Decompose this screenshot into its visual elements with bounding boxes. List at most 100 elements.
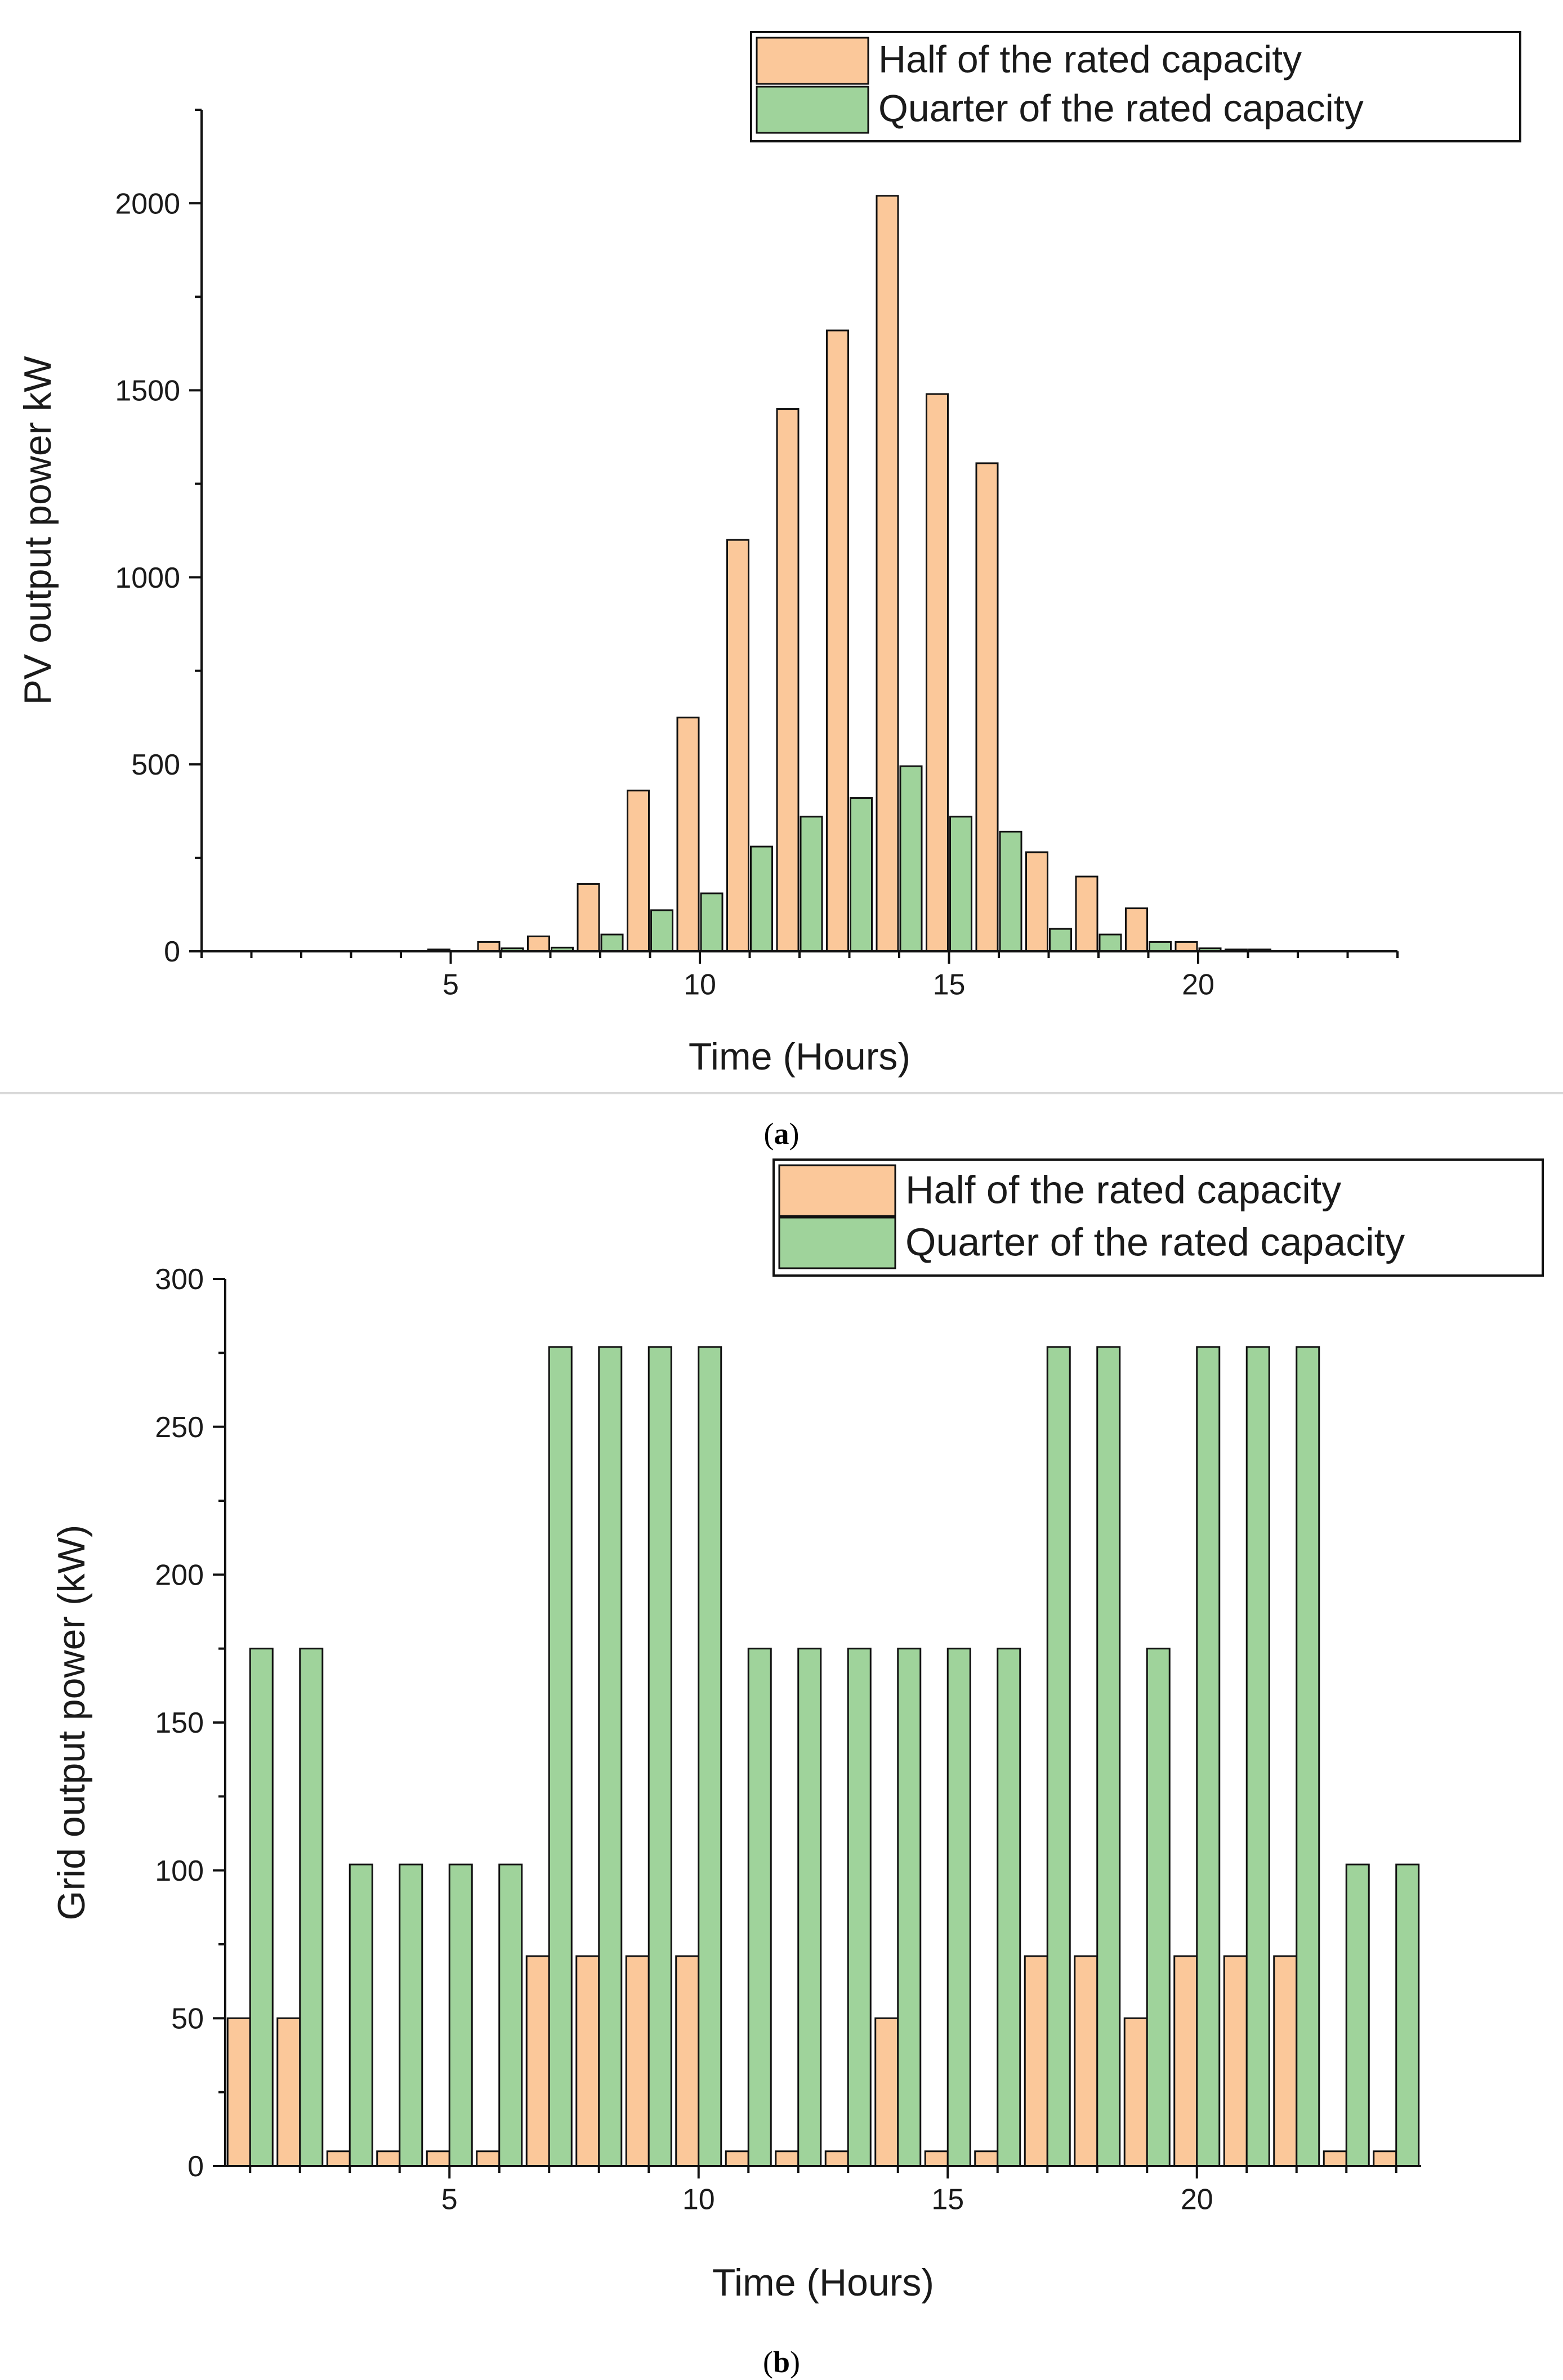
chart-grid-output: 0 50 100 150 200 250 300 5 10 15 20 Time (Hours) Gri… <box>50 1158 1544 2304</box>
caption-b-letter: b <box>773 2345 790 2379</box>
bar <box>448 1863 473 2167</box>
bar <box>850 797 873 952</box>
legend-swatch <box>756 37 869 85</box>
y-tick-label: 100 <box>155 1855 204 1887</box>
bar <box>974 2150 999 2167</box>
bar <box>797 1648 822 2167</box>
y-tick-label: 150 <box>155 1707 204 1739</box>
bar <box>726 539 749 952</box>
bar <box>698 1346 722 2167</box>
bar <box>824 2150 849 2167</box>
bar <box>326 2150 351 2167</box>
bar <box>1173 1955 1198 2167</box>
legend-label: Half of the rated capacity <box>878 38 1302 81</box>
bar <box>226 2017 251 2167</box>
bar <box>999 830 1022 952</box>
bar <box>997 1648 1021 2167</box>
legend-box <box>750 31 1521 142</box>
bar <box>775 2150 800 2167</box>
bar <box>1123 2017 1148 2167</box>
legend-swatch <box>756 86 869 134</box>
bar <box>1146 1648 1171 2167</box>
bar <box>874 2017 899 2167</box>
bar <box>675 1955 700 2167</box>
bar <box>1096 1346 1121 2167</box>
bar <box>600 933 624 952</box>
bar <box>800 816 823 952</box>
bar <box>477 941 501 952</box>
x-tick-label: 15 <box>931 2184 964 2216</box>
bar <box>627 789 650 952</box>
y-tick-label: 0 <box>164 936 180 968</box>
y-axis-label: Grid output power (kW) <box>50 1525 93 1921</box>
y-tick-label: 500 <box>131 749 180 781</box>
bar <box>826 329 849 952</box>
bar <box>700 892 724 952</box>
bar <box>598 1346 623 2167</box>
bar <box>1024 1955 1048 2167</box>
bar <box>1395 1863 1420 2167</box>
legend-label: Half of the rated capacity <box>905 1168 1341 1212</box>
bar <box>1296 1346 1320 2167</box>
bar <box>249 1648 274 2167</box>
bar <box>1273 1955 1298 2167</box>
bar <box>498 1863 523 2167</box>
bar <box>1025 851 1048 952</box>
bar <box>575 1955 600 2167</box>
x-axis-label: Time (Hours) <box>689 1035 910 1078</box>
bar <box>899 765 923 952</box>
bar <box>1175 941 1198 952</box>
bar <box>647 1346 672 2167</box>
bar <box>1373 2150 1397 2167</box>
y-tick-label: 2000 <box>115 187 180 220</box>
caption-b: (b) <box>763 2345 800 2379</box>
bar <box>548 1346 573 2167</box>
bar <box>426 2150 450 2167</box>
x-tick-label: 15 <box>933 969 966 1001</box>
bar <box>876 195 899 952</box>
x-tick-label: 20 <box>1181 2184 1213 2216</box>
bar <box>625 1955 650 2167</box>
y-tick-label: 200 <box>155 1559 204 1592</box>
bar <box>776 408 800 952</box>
bar <box>1049 928 1072 952</box>
caption-a: (a) <box>764 1117 800 1151</box>
bar <box>1074 1955 1098 2167</box>
bar <box>946 1648 971 2167</box>
bar <box>676 717 700 952</box>
x-tick-label: 10 <box>682 2184 715 2216</box>
x-tick-label: 5 <box>443 969 459 1001</box>
bar <box>926 393 949 952</box>
bar <box>1223 1955 1248 2167</box>
bar <box>924 2150 949 2167</box>
bar <box>349 1863 373 2167</box>
bar <box>527 935 550 952</box>
y-tick-label: 250 <box>155 1411 204 1444</box>
bar <box>525 1955 550 2167</box>
legend-swatch <box>778 1216 896 1269</box>
bar <box>1245 1346 1270 2167</box>
y-tick-label: 0 <box>187 2150 204 2183</box>
y-axis-label: PV output power kW <box>16 356 59 705</box>
caption-a-letter: a <box>774 1117 789 1151</box>
y-tick-label: 50 <box>171 2003 204 2035</box>
bar <box>650 909 673 952</box>
bar <box>747 1648 772 2167</box>
legend-swatch <box>778 1164 896 1217</box>
bar <box>399 1863 423 2167</box>
bar <box>376 2150 401 2167</box>
bar <box>949 816 972 952</box>
bar <box>897 1648 922 2167</box>
bar <box>1098 933 1122 952</box>
bar <box>1046 1346 1071 2167</box>
bar <box>847 1648 872 2167</box>
bar <box>1075 875 1098 952</box>
bar <box>725 2150 749 2167</box>
bar <box>577 883 600 952</box>
bar <box>1125 907 1148 952</box>
bar <box>476 2150 501 2167</box>
bar <box>1323 2150 1347 2167</box>
bar <box>1149 941 1172 952</box>
legend-box <box>772 1158 1544 1277</box>
